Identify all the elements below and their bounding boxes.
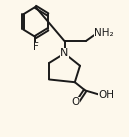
Text: NH₂: NH₂ (94, 28, 114, 38)
Text: OH: OH (99, 90, 115, 100)
Text: N: N (60, 48, 69, 58)
Text: F: F (33, 42, 38, 52)
Text: O: O (71, 97, 80, 107)
